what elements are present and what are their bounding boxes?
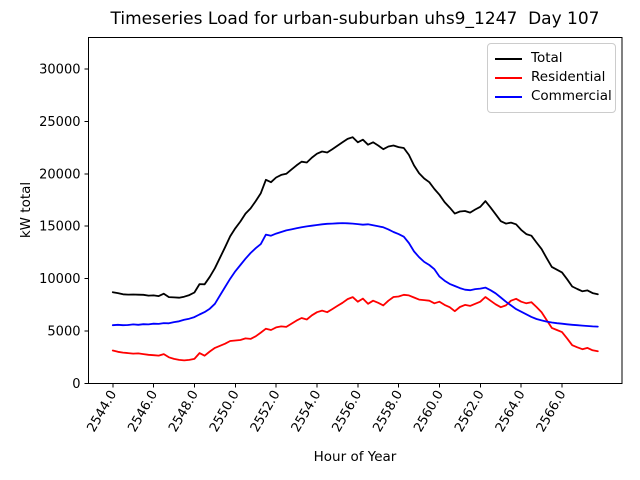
y-tick-label: 5000 [47, 325, 80, 340]
x-tick-label: 2560.0 [411, 388, 447, 435]
legend: Total Residential Commercial [487, 43, 616, 113]
x-tick-label: 2564.0 [493, 388, 529, 435]
x-tick-label: 2544.0 [84, 388, 120, 435]
x-tick-label: 2566.0 [534, 388, 570, 435]
x-tick-label: 2548.0 [166, 388, 202, 435]
legend-item-residential: Residential [495, 71, 608, 85]
axes-frame [88, 37, 623, 384]
y-tick-label: 25000 [39, 115, 80, 130]
x-tick-label: 2546.0 [125, 388, 161, 435]
y-tick-label: 15000 [39, 220, 80, 235]
legend-item-total: Total [495, 52, 608, 66]
y-tick-label: 30000 [39, 62, 80, 77]
x-tick-label: 2562.0 [452, 388, 488, 435]
y-tick-label: 0 [72, 377, 80, 392]
residential-line [111, 293, 599, 362]
legend-item-commercial: Commercial [495, 90, 612, 104]
x-axis-label: Hour of Year [313, 449, 397, 465]
total-line-swatch [495, 58, 522, 61]
legend-label-residential: Residential [531, 69, 606, 86]
x-tick-label: 2554.0 [289, 388, 325, 435]
legend-label-commercial: Commercial [531, 88, 612, 105]
residential-line-swatch [495, 77, 522, 79]
y-tick-label: 10000 [39, 272, 80, 287]
x-tick-label: 2556.0 [330, 388, 366, 435]
commercial-line [111, 222, 599, 328]
x-tick-label: 2550.0 [207, 388, 243, 435]
y-tick-label: 20000 [39, 167, 80, 182]
x-tick-label: 2558.0 [370, 388, 406, 435]
x-tick-label: 2552.0 [248, 388, 284, 435]
y-axis-label: kW total [18, 181, 34, 239]
commercial-line-swatch [495, 95, 522, 98]
total-line [111, 136, 599, 299]
legend-label-total: Total [531, 50, 563, 67]
chart-title: Timeseries Load for urban-suburban uhs9_… [110, 9, 600, 29]
